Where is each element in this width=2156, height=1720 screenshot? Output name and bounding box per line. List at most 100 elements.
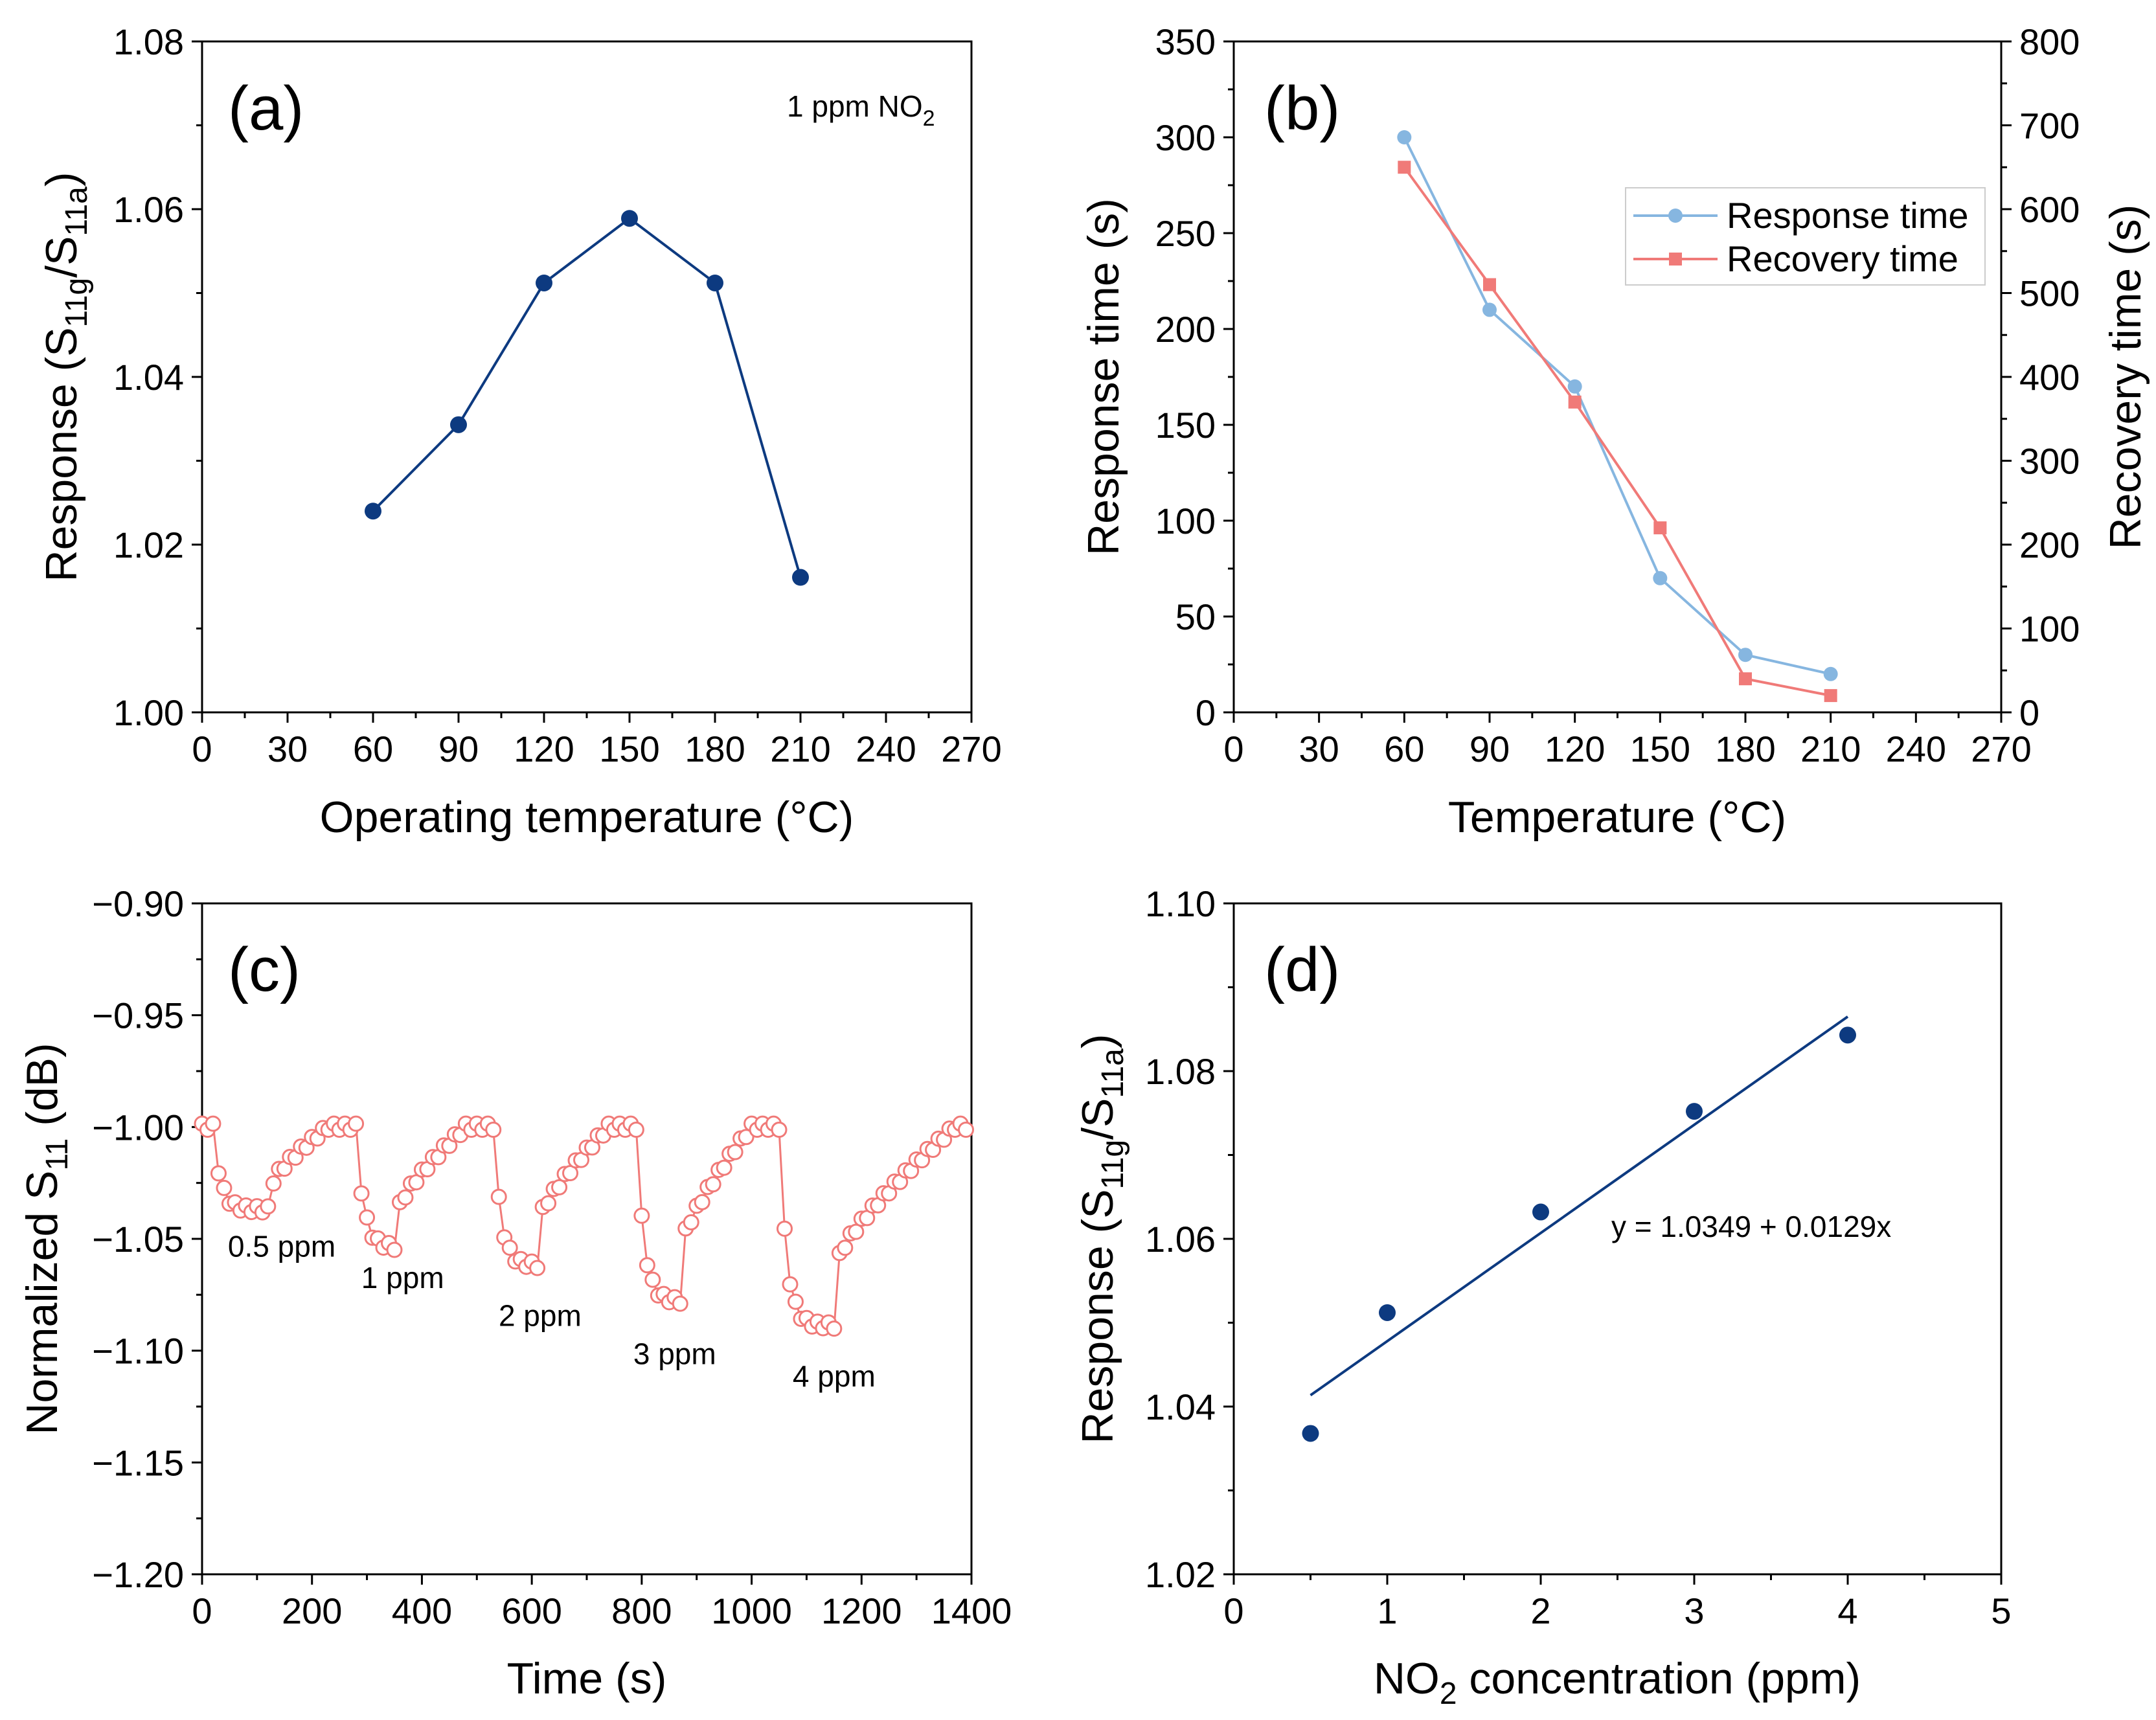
panel-b-right-ytick-label-1: 100: [2019, 609, 2080, 650]
panel-c-point-63: [540, 1195, 557, 1212]
panel-a-xtick-label-3: 90: [438, 729, 479, 769]
panel-b-recovery-point-4: [1739, 672, 1752, 686]
legend-recovery-marker: [1669, 253, 1682, 266]
panel-b-right-ytick-label-4: 400: [2019, 357, 2080, 398]
panel-d-xlabel-main: NO: [1374, 1654, 1440, 1703]
legend-recovery-label: Recovery time: [1727, 238, 1958, 279]
panel-b-response-point-3: [1653, 571, 1668, 585]
panel-a-frame: [201, 40, 973, 714]
panel-d-xtick-label-1: 1: [1377, 1590, 1397, 1631]
panel-a-xtick-label-7: 210: [770, 729, 830, 769]
panel-c-point-30: [359, 1209, 376, 1226]
panel-a-label: (a): [228, 74, 304, 143]
panel-b-right-ytick-label-7: 700: [2019, 106, 2080, 146]
panel-c-point-2: [205, 1115, 221, 1132]
panel-b-recovery-point-0: [1398, 161, 1411, 174]
panel-d-ylabel-end: ): [1073, 1034, 1122, 1048]
panel-a-ytick-label-4: 1.08: [113, 21, 184, 62]
panel-a-xtick-label-6: 180: [685, 729, 745, 769]
panel-c-point-117: [837, 1239, 854, 1256]
panel-c-point-13: [265, 1175, 282, 1192]
panel-c-ylabel: Normalized S11 (dB): [17, 1043, 74, 1434]
panel-c-concentration-label-4: 4 ppm: [793, 1359, 876, 1393]
panel-c-point-108: [787, 1293, 804, 1310]
panel-d-xtick-label-2: 2: [1530, 1590, 1550, 1631]
panel-b-legend: Response time Recovery time: [1625, 187, 1986, 286]
panel-b-xlabel: Temperature (°C): [1448, 793, 1786, 842]
panel-c-xlabel: Time (s): [507, 1654, 667, 1703]
panel-d-xtick-label-4: 4: [1837, 1590, 1857, 1631]
panel-a-point-4: [707, 274, 723, 291]
panel-b-right-ytick-label-6: 600: [2019, 189, 2080, 230]
panel-d-ylabel-main: Response (S: [1073, 1189, 1122, 1443]
panel-c-point-54: [490, 1188, 507, 1205]
panel-b-ytick-label-3: 150: [1155, 405, 1216, 446]
legend-response-label: Response time: [1727, 195, 1969, 236]
panel-a-point-5: [792, 569, 809, 586]
panel-c-point-106: [776, 1220, 793, 1237]
panel-b-xtick-label-3: 90: [1469, 729, 1510, 769]
panel-c-point-65: [551, 1179, 568, 1195]
panel-c-point-115: [826, 1320, 843, 1337]
panel-d-ytick-label-2: 1.06: [1145, 1219, 1216, 1260]
panel-d-xtick-label-3: 3: [1684, 1590, 1704, 1631]
panel-a-point-0: [365, 503, 381, 520]
panel-a-ylabel-sub2: 11a: [60, 187, 94, 236]
panel-b-response-point-5: [1823, 666, 1838, 681]
panel-c-point-105: [771, 1121, 788, 1138]
panel-a-annotation-sub: 2: [923, 106, 935, 131]
panel-b-xtick-label-8: 240: [1886, 729, 1946, 769]
panel-a-xtick-label-4: 120: [514, 729, 574, 769]
panel-a-ylabel-mid: /S: [37, 236, 86, 278]
panel-d-ytick-label-0: 1.02: [1145, 1554, 1216, 1595]
panel-a-ylabel-main: Response (S: [37, 327, 86, 582]
panel-d-xtick-label-0: 0: [1223, 1590, 1243, 1631]
panel-c-ytick-label-2: −1.10: [92, 1331, 184, 1372]
legend-frame: [1625, 187, 1986, 286]
panel-b-right-ytick-label-3: 300: [2019, 441, 2080, 482]
panel-d-ytick-label-3: 1.08: [1145, 1051, 1216, 1092]
panel-b-ylabel-right: Recovery time (s): [2101, 205, 2150, 550]
panel-c-point-12: [260, 1198, 277, 1215]
panel-a-xtick-label-5: 150: [599, 729, 659, 769]
panel-d-fit-line: [1310, 1015, 1849, 1397]
panel-d-xlabel: NO2 concentration (ppm): [1374, 1654, 1861, 1711]
panel-d-point-1: [1379, 1304, 1396, 1321]
panel-c-point-29: [353, 1185, 370, 1202]
panel-b-ytick-label-7: 350: [1155, 21, 1216, 62]
panel-c-point-87: [672, 1295, 688, 1312]
panel-a-xtick-label-2: 60: [353, 729, 393, 769]
panel-c-ytick-label-1: −1.15: [92, 1442, 184, 1483]
panel-b-recovery-point-5: [1824, 689, 1837, 703]
panel-c-xtick-label-3: 600: [501, 1590, 562, 1631]
panel-c-point-56: [501, 1239, 518, 1256]
panel-a-xtick-label-9: 270: [941, 729, 1001, 769]
panel-a-xtick-label-8: 240: [856, 729, 916, 769]
panel-c-point-61: [529, 1260, 546, 1276]
panel-c-xtick-label-0: 0: [192, 1590, 212, 1631]
panel-a-annotation: 1 ppm NO2: [787, 89, 935, 131]
panel-b-xtick-label-9: 270: [1971, 729, 2031, 769]
panel-c-label: (c): [228, 935, 301, 1004]
panel-b-right-ytick-label-8: 800: [2019, 21, 2080, 62]
panel-c-concentration-label-1: 1 ppm: [361, 1261, 444, 1295]
panel-b-recovery-line: [1403, 166, 1832, 697]
panel-a-point-1: [450, 416, 467, 433]
panel-b-response-point-0: [1397, 130, 1412, 144]
panel-b-recovery-point-2: [1568, 395, 1582, 409]
panel-c-ytick-label-6: −0.90: [92, 883, 184, 924]
panel-a-ytick-label-1: 1.02: [113, 525, 184, 565]
panel-c-ylabel-end: (dB): [17, 1043, 67, 1138]
panel-b-xtick-label-6: 180: [1715, 729, 1775, 769]
panel-c-point-81: [639, 1257, 655, 1274]
panel-c-ytick-label-0: −1.20: [92, 1554, 184, 1595]
panel-c-point-35: [386, 1241, 403, 1258]
panel-b-ytick-label-4: 200: [1155, 309, 1216, 350]
panel-a-ytick-label-2: 1.04: [113, 357, 184, 398]
panel-b-label: (b): [1264, 74, 1340, 143]
panel-b-ytick-label-5: 250: [1155, 213, 1216, 254]
panel-c-concentration-label-0: 0.5 ppm: [228, 1230, 335, 1263]
panel-c-point-97: [727, 1144, 743, 1160]
panel-c-point-99: [738, 1129, 755, 1146]
panel-d-point-2: [1532, 1203, 1549, 1221]
